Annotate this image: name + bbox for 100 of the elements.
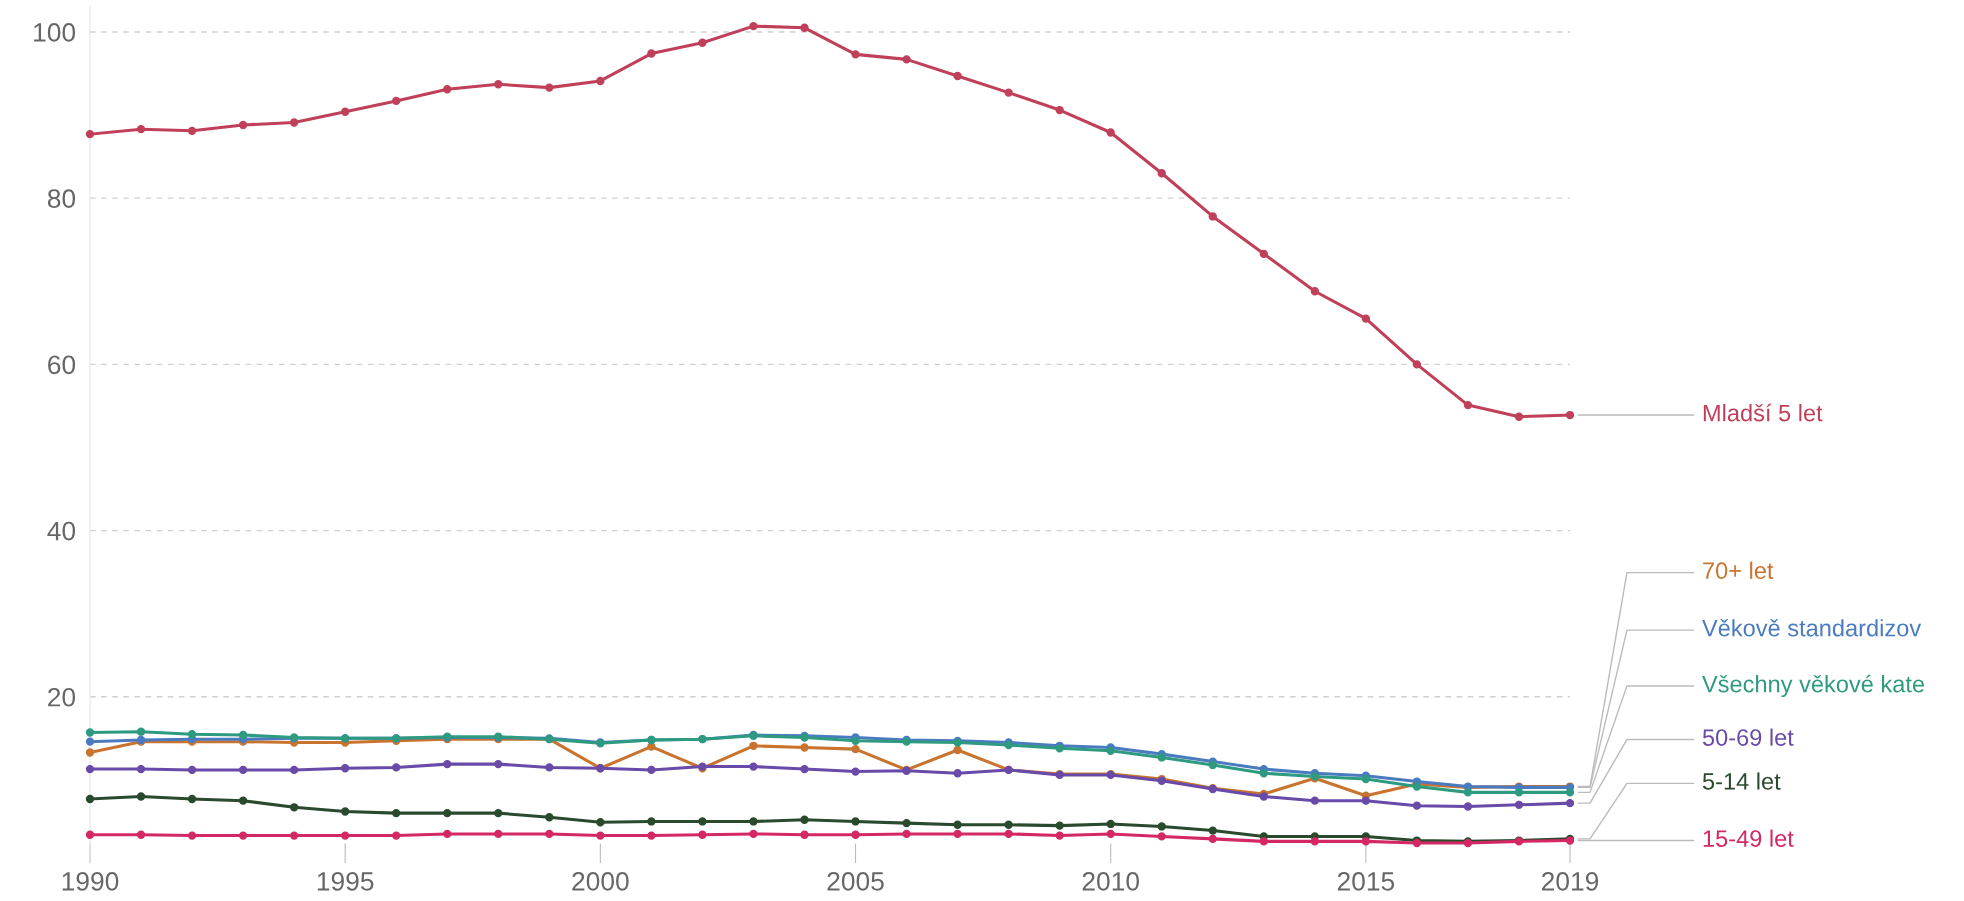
point [596, 76, 605, 86]
point [647, 49, 656, 58]
point [902, 55, 911, 64]
point [1514, 800, 1524, 809]
point [85, 748, 95, 757]
point [187, 765, 197, 775]
text: Věkově standardizov [1702, 619, 1922, 637]
point [953, 829, 962, 839]
point [238, 831, 248, 840]
point [1208, 834, 1217, 844]
point [596, 818, 605, 827]
point [187, 126, 197, 135]
point [698, 817, 707, 826]
point [341, 107, 350, 116]
point [800, 743, 809, 752]
text: 5-14 let [1702, 772, 1781, 790]
point [698, 38, 707, 47]
point [1055, 821, 1064, 830]
point [136, 124, 146, 134]
point [953, 769, 962, 778]
x-tick-label: 2015 [1337, 872, 1395, 891]
point [1259, 837, 1268, 846]
point [341, 807, 350, 816]
point [494, 829, 503, 839]
point [1565, 788, 1575, 797]
point [1310, 796, 1319, 805]
point [953, 820, 962, 829]
y-tick-label: 100 [34, 23, 76, 42]
point [1157, 832, 1166, 841]
point [1004, 88, 1013, 97]
x-tick-label: 2000 [572, 872, 629, 891]
point [1055, 831, 1064, 840]
point [392, 808, 401, 818]
point [1361, 314, 1371, 323]
point [851, 817, 860, 826]
point [545, 813, 554, 822]
point [749, 817, 758, 826]
text: 50-69 let [1702, 728, 1794, 746]
point [136, 830, 146, 839]
point [238, 765, 248, 775]
point [1259, 769, 1268, 778]
x-tick-label: 1995 [317, 872, 374, 891]
point [494, 80, 503, 89]
point [341, 764, 350, 773]
point [749, 741, 758, 750]
text: 15-49 let [1703, 829, 1794, 847]
point [1208, 212, 1217, 221]
point [647, 831, 656, 840]
point [851, 736, 860, 746]
point [443, 85, 452, 94]
point [749, 829, 758, 839]
point [1514, 788, 1524, 797]
point [647, 817, 656, 826]
point [1106, 829, 1115, 839]
text: Všechny věkové kate [1702, 674, 1925, 698]
point [749, 21, 758, 31]
point [443, 829, 452, 839]
point [1514, 412, 1524, 421]
x-tick-label: 2005 [827, 872, 884, 891]
point [953, 745, 962, 755]
point [341, 831, 350, 840]
point [1208, 760, 1217, 770]
point [800, 815, 809, 824]
point [1412, 360, 1422, 369]
y-tick-label: 60 [48, 355, 76, 375]
point [902, 829, 911, 839]
point [851, 830, 860, 839]
point [1412, 801, 1422, 810]
point [85, 728, 95, 737]
point [238, 120, 248, 130]
point [851, 744, 860, 754]
point [289, 831, 299, 840]
y-tick-label: 80 [47, 189, 76, 208]
point [596, 831, 605, 840]
point [800, 830, 809, 839]
point [800, 23, 809, 32]
point [1106, 819, 1115, 829]
point [1157, 753, 1166, 762]
point [1361, 837, 1371, 846]
point [1463, 802, 1473, 811]
point [494, 808, 503, 818]
x-tick-label: 2019 [1541, 872, 1599, 891]
point [1463, 400, 1473, 410]
point [85, 764, 95, 774]
point [1208, 826, 1217, 835]
point [1004, 829, 1013, 839]
point [1055, 105, 1064, 115]
point [1157, 822, 1166, 831]
point [902, 818, 911, 828]
point [1259, 249, 1268, 258]
point [1004, 820, 1013, 829]
point [289, 765, 299, 775]
point [85, 737, 95, 746]
point [1361, 774, 1371, 784]
point [136, 764, 146, 774]
point [392, 96, 401, 106]
point [1565, 798, 1575, 808]
point [851, 50, 860, 59]
point [545, 829, 554, 839]
point [1310, 837, 1319, 846]
